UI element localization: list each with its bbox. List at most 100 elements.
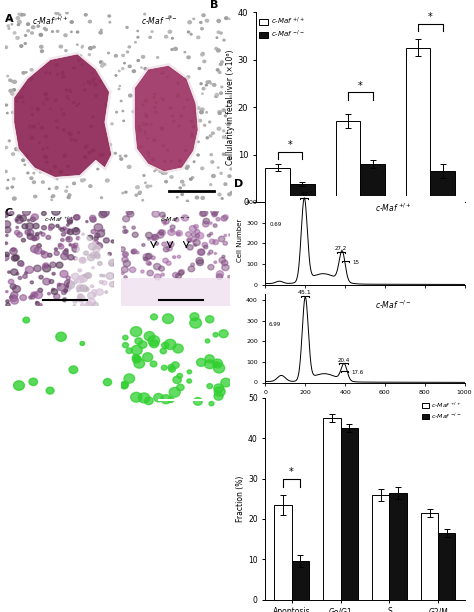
Circle shape [81,304,85,307]
Circle shape [152,234,157,239]
Circle shape [168,31,172,33]
Circle shape [54,294,60,299]
Circle shape [70,21,73,23]
Circle shape [156,168,157,170]
Circle shape [100,197,102,198]
Circle shape [99,80,101,82]
Circle shape [72,273,79,280]
Circle shape [190,313,199,321]
Text: *: * [288,140,292,150]
Circle shape [202,222,209,227]
Circle shape [169,387,180,397]
Circle shape [214,253,217,255]
Circle shape [32,237,37,241]
Circle shape [92,79,94,81]
Circle shape [228,157,232,160]
Circle shape [6,300,9,303]
Circle shape [219,236,225,242]
Circle shape [83,155,87,159]
Circle shape [73,102,75,103]
Circle shape [228,102,229,103]
Circle shape [120,382,128,389]
Circle shape [147,271,154,276]
Circle shape [66,95,69,98]
Circle shape [55,99,57,101]
Circle shape [217,69,219,71]
Circle shape [80,285,87,292]
Circle shape [17,97,19,99]
Circle shape [70,138,73,141]
Circle shape [109,282,116,287]
Circle shape [147,237,151,241]
Circle shape [22,224,28,229]
Polygon shape [64,230,114,306]
Circle shape [230,192,234,194]
Circle shape [153,139,156,141]
Circle shape [210,222,212,224]
Circle shape [77,44,78,45]
Circle shape [145,182,146,184]
Circle shape [95,95,97,97]
Circle shape [62,291,66,294]
Circle shape [221,216,227,221]
Circle shape [163,215,165,217]
Circle shape [177,255,181,258]
Circle shape [81,179,84,182]
Circle shape [13,32,16,34]
Circle shape [194,112,197,114]
Circle shape [34,291,43,299]
Circle shape [131,250,136,254]
Circle shape [1,211,9,217]
Circle shape [196,258,203,264]
Circle shape [199,119,201,122]
Circle shape [30,177,33,179]
Circle shape [61,239,64,242]
Circle shape [168,364,174,370]
Circle shape [187,31,190,33]
Circle shape [85,145,88,147]
Circle shape [86,220,88,223]
Circle shape [23,14,25,16]
Circle shape [213,363,225,373]
Circle shape [187,245,193,250]
Circle shape [30,295,35,299]
Circle shape [106,272,114,279]
Circle shape [5,46,8,48]
Circle shape [16,17,19,20]
Circle shape [86,288,89,290]
Circle shape [8,271,10,274]
Circle shape [206,111,208,113]
Circle shape [138,192,141,194]
Circle shape [118,88,120,89]
Circle shape [102,281,107,285]
Circle shape [45,29,47,31]
Circle shape [121,266,128,272]
Bar [336,121,360,202]
Circle shape [100,280,103,283]
Circle shape [191,133,193,134]
Circle shape [179,160,182,162]
Circle shape [23,87,25,88]
Circle shape [183,106,185,108]
Circle shape [34,265,41,272]
Circle shape [105,291,108,293]
Circle shape [180,115,182,117]
Circle shape [119,155,121,157]
Circle shape [12,178,15,180]
Circle shape [93,302,98,307]
Circle shape [63,129,65,131]
Circle shape [148,152,150,154]
Bar [323,418,340,600]
Circle shape [203,60,206,62]
Circle shape [136,252,139,254]
Circle shape [146,261,151,265]
Circle shape [11,255,18,261]
Circle shape [90,217,96,222]
Circle shape [182,215,189,221]
Circle shape [9,79,11,81]
Circle shape [84,179,85,181]
Circle shape [143,174,145,176]
Circle shape [64,154,67,157]
Circle shape [5,242,8,244]
Text: $c$-$Maf$ $^{-/-}$: $c$-$Maf$ $^{-/-}$ [375,299,411,312]
